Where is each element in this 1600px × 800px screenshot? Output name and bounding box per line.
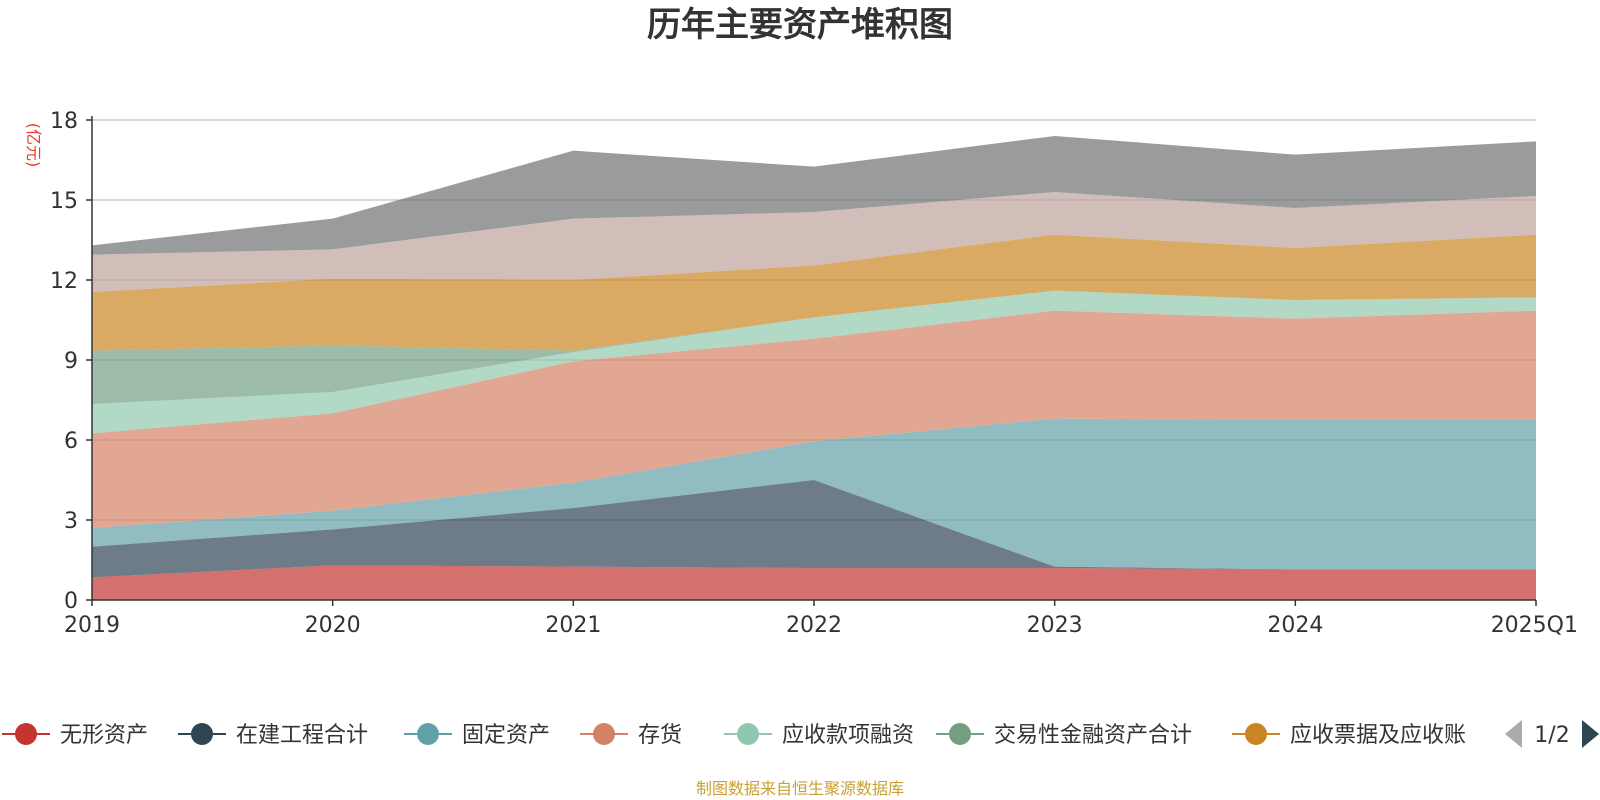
legend-marker	[737, 723, 759, 745]
legend-item[interactable]: 在建工程合计	[178, 723, 368, 748]
x-tick-label: 2024	[1267, 613, 1323, 638]
legend-item[interactable]: 交易性金融资产合计	[936, 723, 1192, 748]
x-tick-label: 2022	[786, 613, 842, 638]
area-series-1	[92, 480, 1536, 578]
legend-item[interactable]: 无形资产	[2, 723, 148, 748]
x-tick-label: 2021	[545, 613, 601, 638]
y-tick-label: 18	[50, 109, 78, 134]
legend-page-indicator: 1/2	[1534, 723, 1569, 748]
legend-label: 无形资产	[60, 723, 148, 748]
x-tick-label: 2023	[1027, 613, 1083, 638]
legend-item[interactable]: 应收票据及应收账	[1232, 723, 1466, 748]
area-series-0	[92, 565, 1536, 600]
y-tick-label: 3	[64, 509, 78, 534]
legend: 无形资产 在建工程合计 固定资产 存货 应收款项融资 交易性金融资产合计 应收票据及应收账	[2, 723, 1466, 748]
legend-item[interactable]: 应收款项融资	[724, 723, 914, 748]
y-tick-label: 0	[64, 589, 78, 614]
x-tick-label: 2020	[305, 613, 361, 638]
area-series-8	[92, 136, 1536, 255]
area-series-2	[92, 418, 1536, 570]
axes: 0 3 6 9 12 15 18 2019 2020 2021 2022 2023 2024 2025Q1	[50, 109, 1578, 638]
legend-marker	[593, 723, 615, 745]
legend-marker	[417, 723, 439, 745]
legend-marker	[1245, 723, 1267, 745]
area-series-7	[92, 192, 1536, 292]
legend-label: 应收票据及应收账	[1290, 723, 1466, 748]
legend-label: 在建工程合计	[236, 723, 368, 748]
y-tick-label: 15	[50, 189, 78, 214]
legend-marker	[15, 723, 37, 745]
legend-next-page-icon[interactable]	[1582, 720, 1599, 748]
legend-label: 固定资产	[462, 723, 550, 748]
legend-label: 存货	[638, 723, 682, 748]
source-note: 制图数据来自恒生聚源数据库	[696, 779, 904, 798]
legend-label: 应收款项融资	[782, 723, 914, 748]
x-tick-label: 2025Q1	[1491, 613, 1578, 638]
area-series-4	[92, 290, 1536, 434]
y-tick-label: 9	[64, 349, 78, 374]
legend-prev-page-icon[interactable]	[1505, 720, 1522, 748]
legend-pager: 1/2	[1505, 720, 1599, 748]
legend-item[interactable]: 存货	[580, 723, 682, 748]
legend-marker	[949, 723, 971, 745]
area-series-6	[92, 234, 1536, 351]
chart-title: 历年主要资产堆积图	[647, 5, 953, 45]
y-tick-label: 6	[64, 429, 78, 454]
area-series-5	[92, 290, 1536, 404]
legend-label: 交易性金融资产合计	[994, 723, 1192, 748]
legend-item[interactable]: 固定资产	[404, 723, 550, 748]
x-tick-label: 2019	[64, 613, 120, 638]
area-series-3	[92, 310, 1536, 528]
y-tick-label: 12	[50, 269, 78, 294]
series-areas	[92, 136, 1536, 600]
y-axis-unit-label: (亿元)	[24, 123, 43, 168]
legend-marker	[191, 723, 213, 745]
